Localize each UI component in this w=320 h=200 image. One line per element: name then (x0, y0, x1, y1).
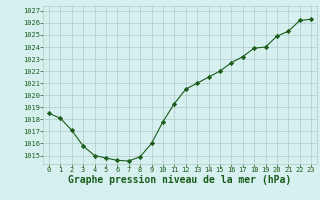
X-axis label: Graphe pression niveau de la mer (hPa): Graphe pression niveau de la mer (hPa) (68, 175, 292, 185)
